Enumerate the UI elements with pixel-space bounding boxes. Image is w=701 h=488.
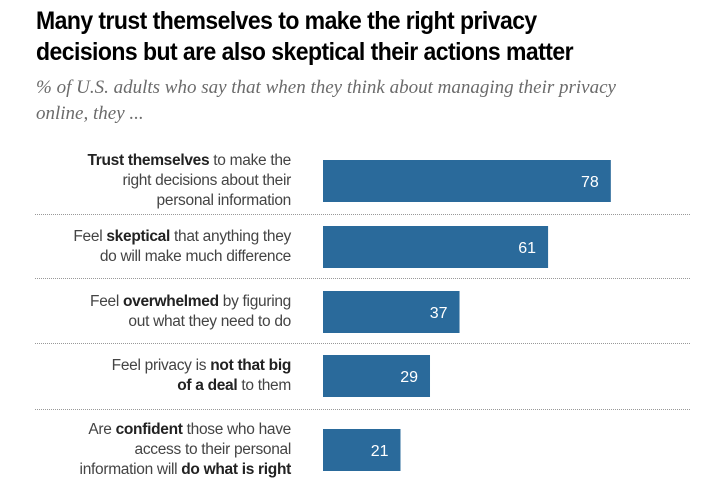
- bar-value-label: 21: [371, 443, 389, 460]
- bar-value-label: 78: [581, 174, 599, 191]
- bar-value-label: 37: [430, 305, 448, 322]
- category-label: Trust themselves to make the right decisi…: [87, 151, 291, 211]
- chart-title: Many trust themselves to make the right …: [36, 6, 643, 68]
- bar: [323, 355, 431, 397]
- category-label-line: access to their personal: [134, 441, 292, 458]
- bar: [323, 160, 611, 202]
- bar-value-label: 29: [400, 369, 418, 386]
- category-label-line: do will make much difference: [99, 248, 291, 265]
- category-label: Feel privacy is not that big of a deal to…: [111, 356, 292, 396]
- category-label-line: out what they need to do: [128, 313, 291, 330]
- category-label-line: Feel privacy is not that big: [111, 357, 292, 374]
- chart-title-line: Many trust themselves to make the right …: [36, 7, 537, 35]
- category-label: Feel overwhelmed by figuring out what the…: [90, 292, 291, 332]
- chart-title-line: decisions but are also skeptical their a…: [36, 38, 574, 66]
- chart-subtitle-line: online, they ...: [36, 103, 144, 124]
- category-label: Are confident those who have access to th…: [79, 420, 292, 480]
- chart-subtitle-line: % of U.S. adults who say that when they …: [36, 77, 616, 98]
- row-separator: [35, 343, 690, 344]
- row-separator: [35, 409, 690, 410]
- category-label-line: personal information: [156, 192, 292, 209]
- row-separator: [35, 278, 690, 279]
- category-label-line: Feel skeptical that anything they: [73, 228, 291, 245]
- bar: [323, 226, 549, 268]
- category-label: Feel skeptical that anything they do will…: [73, 227, 291, 267]
- category-label-line: Are confident those who have: [88, 421, 291, 438]
- row-separator: [35, 214, 690, 215]
- category-label-line: of a deal to them: [177, 377, 291, 394]
- category-label-line: right decisions about their: [122, 172, 291, 189]
- category-label-line: Trust themselves to make the: [87, 152, 291, 169]
- bar: [323, 429, 401, 471]
- bar-value-label: 61: [518, 240, 536, 257]
- category-label-line: information will do what is right: [79, 461, 292, 478]
- chart-subtitle: % of U.S. adults who say that when they …: [36, 75, 696, 127]
- bar: [323, 291, 460, 333]
- category-label-line: Feel overwhelmed by figuring: [90, 293, 291, 310]
